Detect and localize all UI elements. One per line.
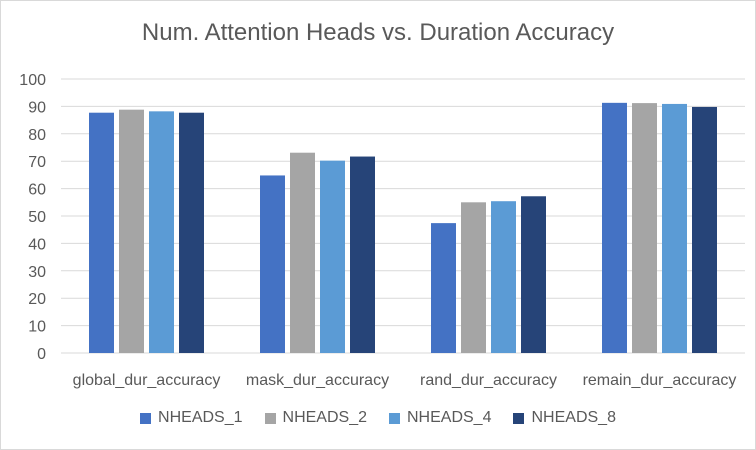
- y-tick-label: 0: [37, 346, 46, 363]
- bar-nheads-8-global-dur-accuracy: [179, 112, 204, 354]
- legend-item: NHEADS_4: [389, 409, 491, 427]
- bar-nheads-2-mask-dur-accuracy: [290, 152, 315, 353]
- bar-nheads-4-global-dur-accuracy: [149, 111, 174, 353]
- bar-nheads-8-rand-dur-accuracy: [521, 196, 546, 353]
- legend-label: NHEADS_8: [531, 409, 616, 426]
- y-tick-label: 10: [28, 319, 46, 336]
- bar-nheads-2-remain-dur-accuracy: [632, 103, 657, 353]
- y-tick-label: 100: [19, 72, 46, 89]
- bar-nheads-2-global-dur-accuracy: [119, 109, 144, 353]
- bar-nheads-1-mask-dur-accuracy: [260, 175, 285, 353]
- x-tick-label: mask_dur_accuracy: [246, 372, 389, 389]
- chart-title: Num. Attention Heads vs. Duration Accura…: [141, 19, 615, 46]
- legend-swatch: [140, 412, 152, 424]
- legend-label: NHEADS_1: [158, 409, 243, 426]
- bar-nheads-2-rand-dur-accuracy: [461, 202, 486, 353]
- y-tick-label: 60: [28, 182, 46, 199]
- x-tick-label: remain_dur_accuracy: [583, 372, 737, 389]
- y-tick-label: 90: [28, 99, 46, 116]
- x-tick-label: rand_dur_accuracy: [420, 372, 557, 389]
- legend-item: NHEADS_1: [140, 409, 243, 427]
- legend-label: NHEADS_2: [282, 409, 367, 426]
- y-tick-label: 30: [28, 264, 46, 281]
- legend-label: NHEADS_4: [407, 409, 492, 426]
- bar-nheads-8-remain-dur-accuracy: [692, 106, 717, 353]
- bar-nheads-4-mask-dur-accuracy: [320, 160, 345, 353]
- legend-item: NHEADS_2: [264, 409, 367, 427]
- y-tick-label: 50: [28, 209, 46, 226]
- bar-nheads-8-mask-dur-accuracy: [350, 156, 375, 353]
- bar-nheads-1-global-dur-accuracy: [89, 112, 114, 354]
- y-tick-label: 70: [28, 154, 46, 171]
- bar-nheads-1-rand-dur-accuracy: [431, 223, 456, 353]
- y-tick-label: 80: [28, 127, 46, 144]
- y-tick-label: 40: [28, 236, 46, 253]
- legend-swatch: [513, 412, 525, 424]
- legend-item: NHEADS_8: [513, 409, 616, 427]
- chart-legend: NHEADS_1 NHEADS_2 NHEADS_4 NHEADS_8: [1, 409, 755, 427]
- legend-swatch: [389, 412, 400, 424]
- y-tick-label: 20: [28, 291, 46, 308]
- bar-nheads-4-remain-dur-accuracy: [662, 103, 687, 354]
- x-tick-label: global_dur_accuracy: [73, 372, 221, 389]
- bar-nheads-4-rand-dur-accuracy: [491, 201, 516, 353]
- bar-nheads-1-remain-dur-accuracy: [602, 102, 627, 353]
- legend-swatch: [264, 412, 276, 424]
